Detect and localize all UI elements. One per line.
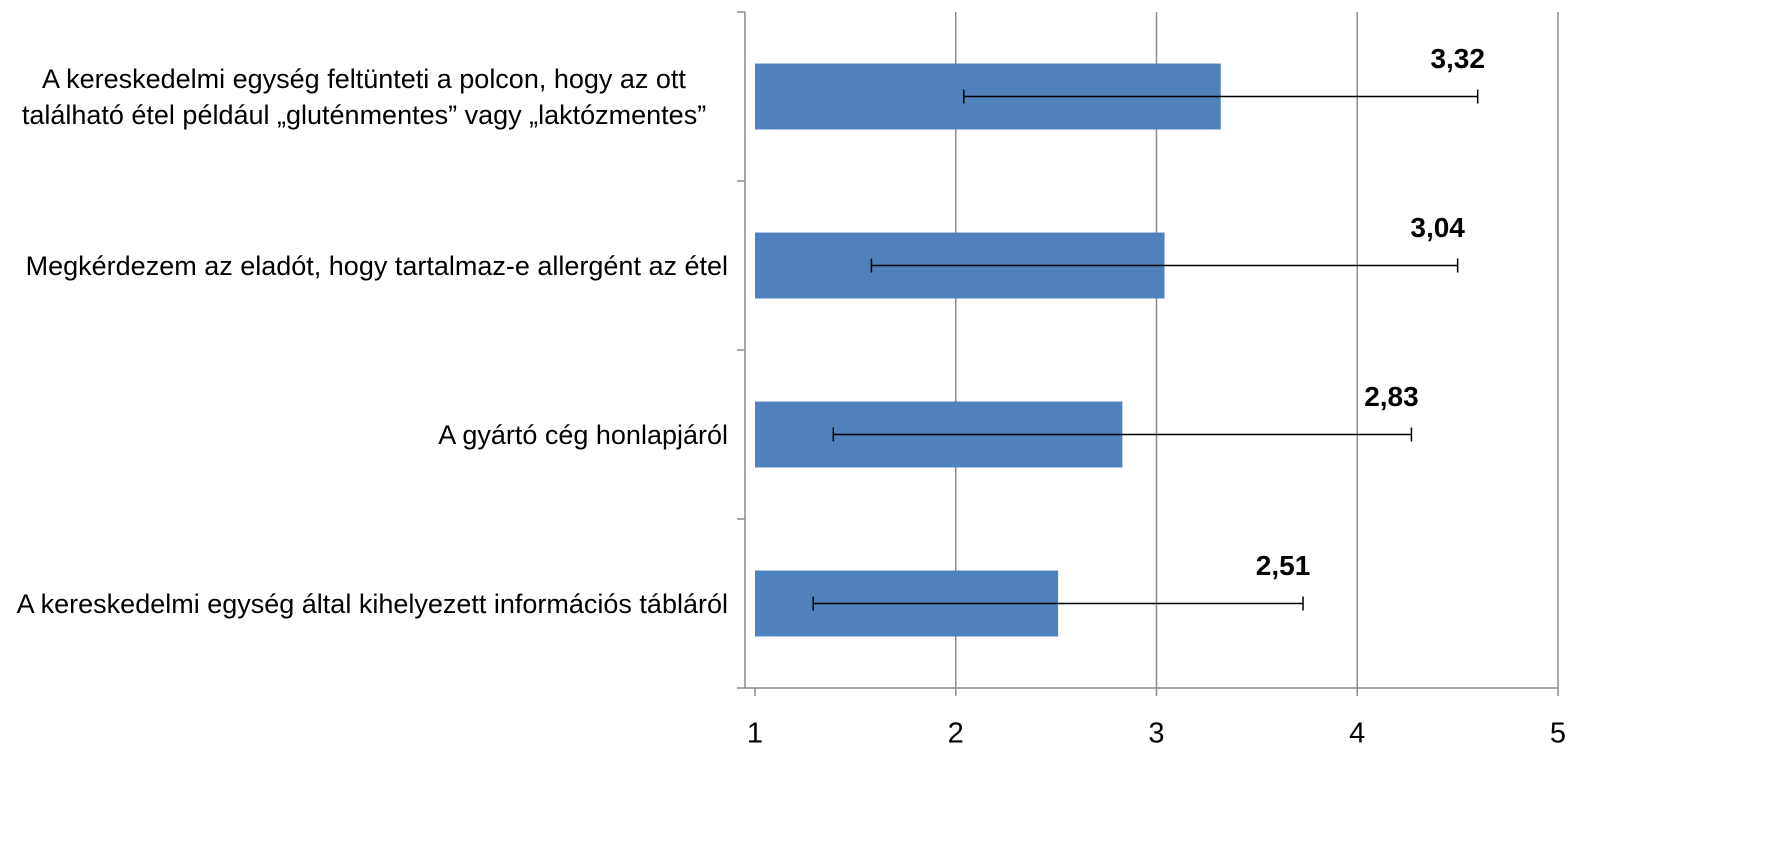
x-tick-label: 5 [1550, 718, 1566, 750]
y-tick-label: A gyártó cég honlapjáról [438, 419, 728, 450]
x-tick-label: 2 [948, 718, 964, 750]
x-tick-label: 4 [1349, 718, 1365, 750]
y-tick-label: A kereskedelmi egység feltünteti a polco… [21, 63, 707, 130]
value-label: 3,32 [1430, 43, 1485, 74]
category-label-box: A gyártó cég honlapjáról [0, 350, 728, 519]
category-label-box: A kereskedelmi egység feltünteti a polco… [0, 12, 728, 181]
value-label: 2,83 [1364, 381, 1419, 412]
x-tick-label: 1 [747, 718, 763, 750]
y-tick-label: Megkérdezem az eladót, hogy tartalmaz-e … [25, 250, 728, 281]
value-label: 3,04 [1410, 212, 1465, 243]
category-label-box: A kereskedelmi egység által kihelyezett … [0, 519, 728, 688]
category-label-box: Megkérdezem az eladót, hogy tartalmaz-e … [0, 181, 728, 350]
y-tick-label: A kereskedelmi egység által kihelyezett … [16, 588, 728, 619]
x-tick-label: 3 [1148, 718, 1164, 750]
value-label: 2,51 [1256, 550, 1311, 581]
